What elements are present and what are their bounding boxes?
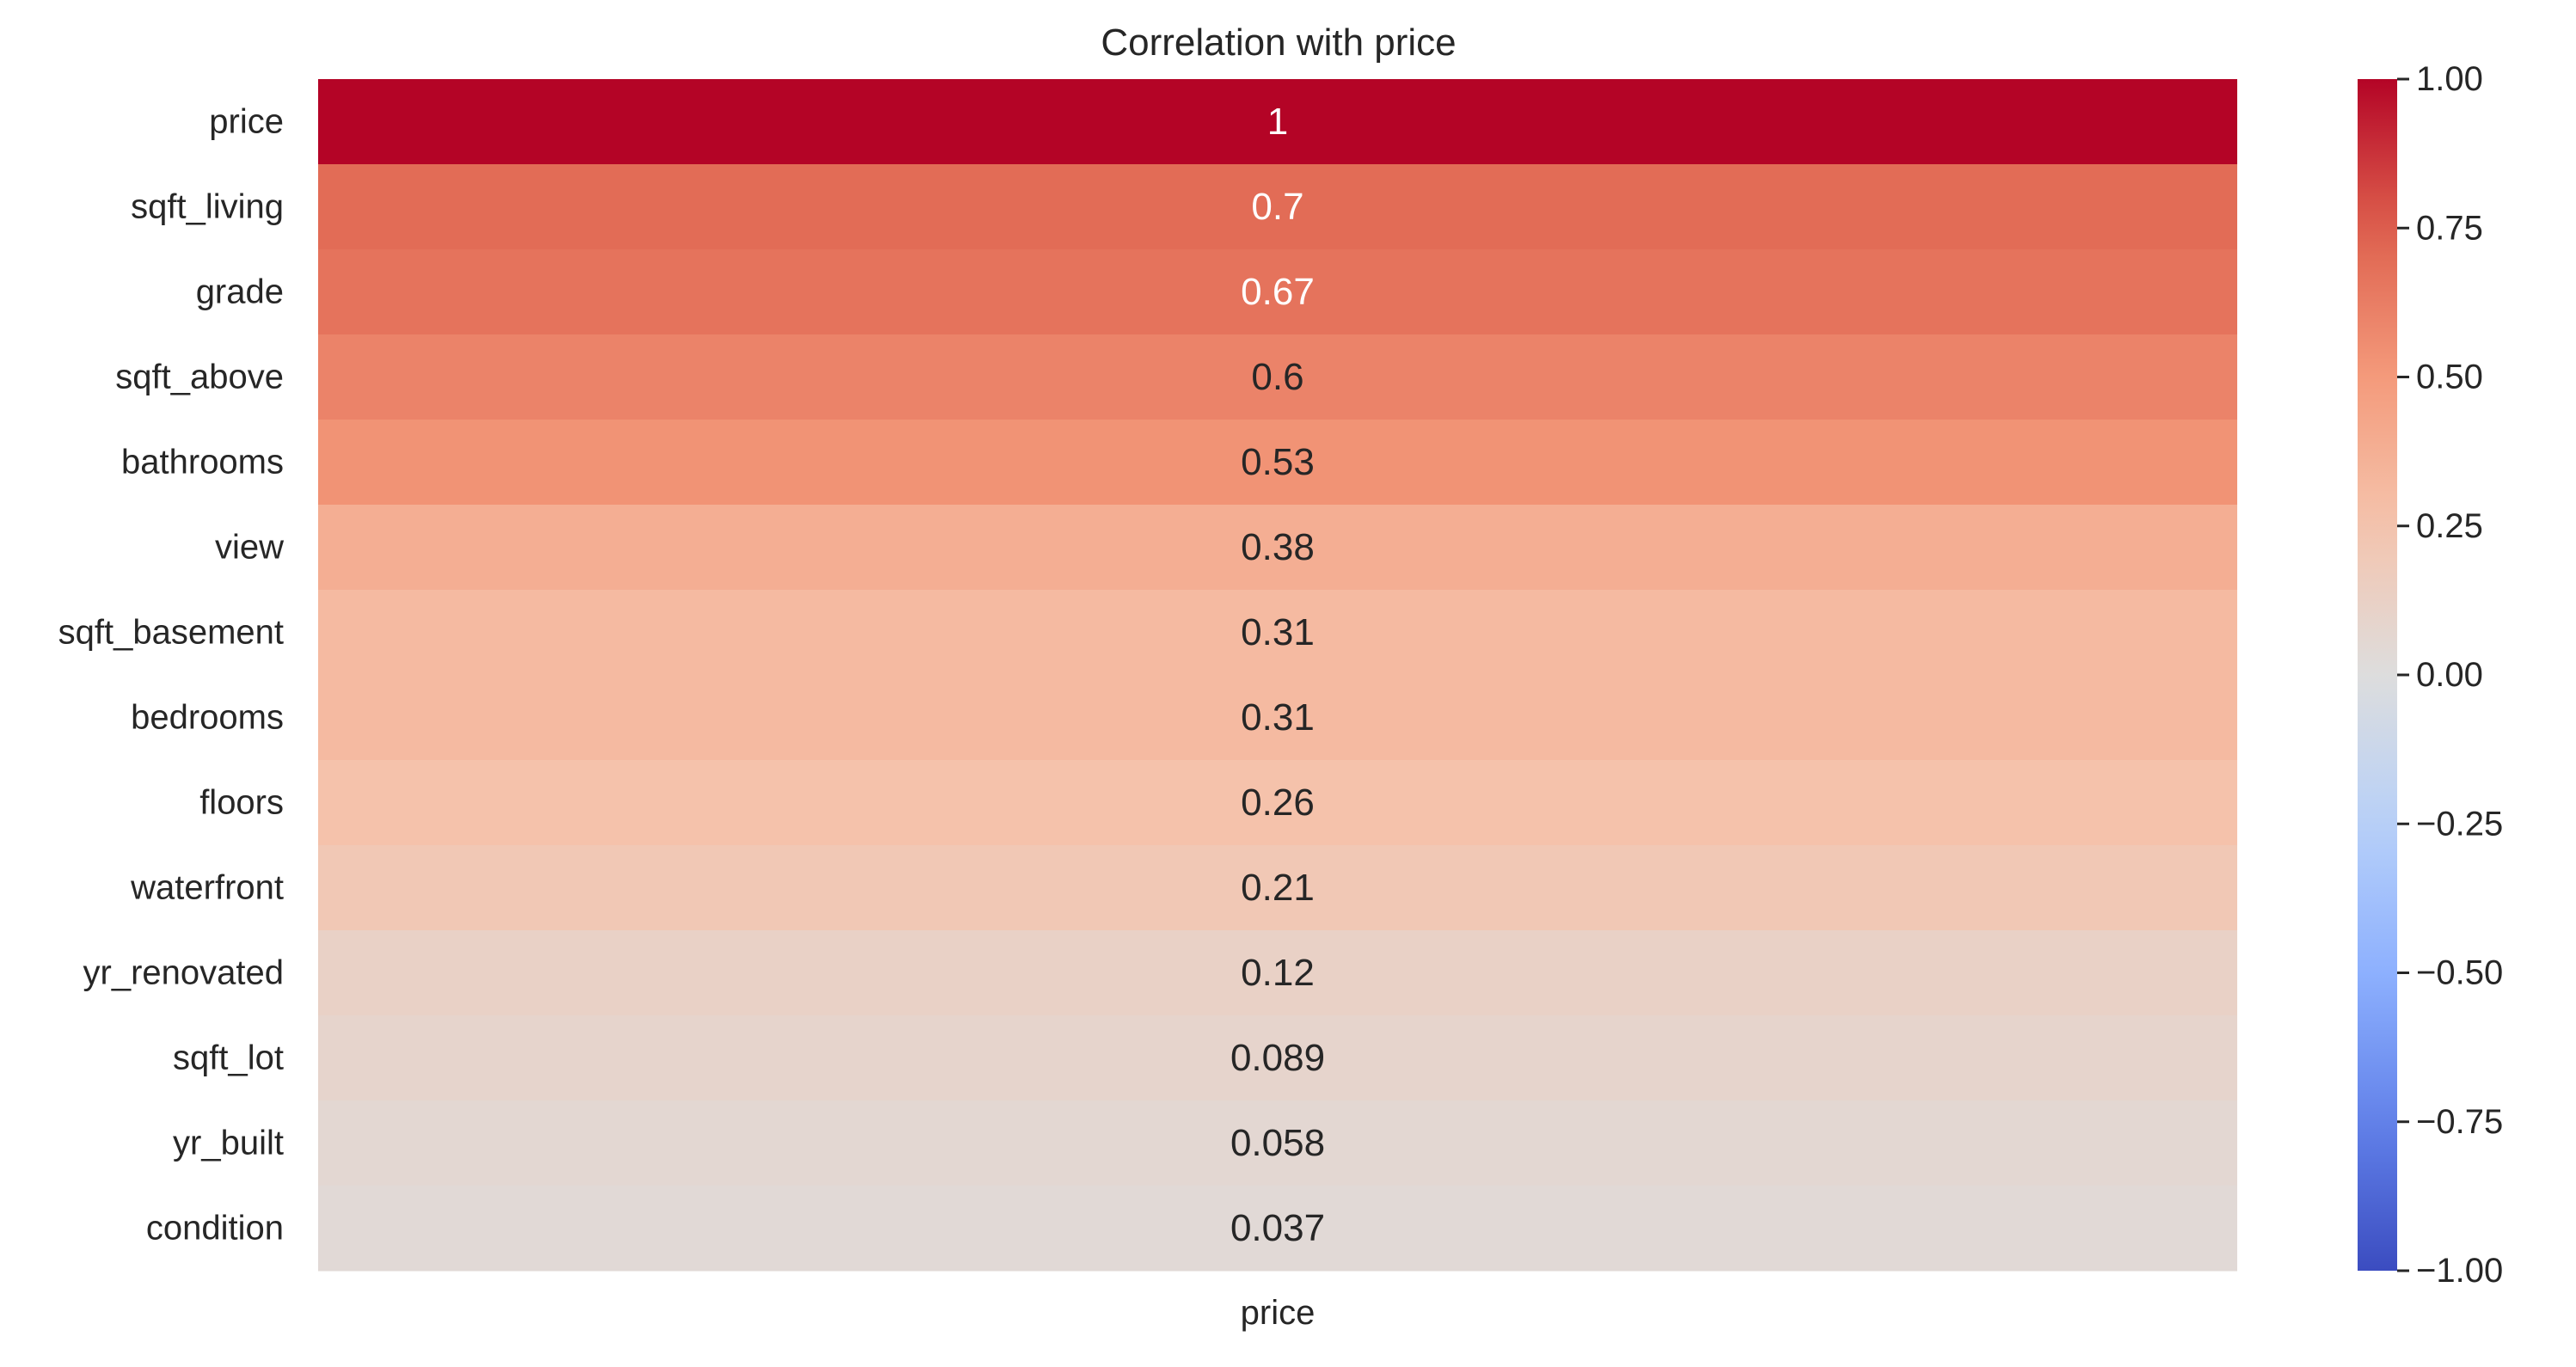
heatmap-cell-waterfront (318, 845, 2237, 931)
y-tick-label-view: view (215, 529, 284, 567)
cell-annotation-sqft-living: 0.7 (1251, 186, 1303, 228)
y-tick-label-bathrooms: bathrooms (121, 444, 284, 481)
x-tick-label-price: price (1241, 1294, 1316, 1332)
heatmap-cell-grade (318, 249, 2237, 335)
heatmap-cell-yr-renovated (318, 930, 2237, 1016)
colorbar-tick-label: −1.00 (2416, 1252, 2503, 1290)
cell-annotation-sqft-above: 0.6 (1251, 356, 1303, 398)
cell-annotation-waterfront: 0.21 (1241, 867, 1315, 909)
heatmap-cell-condition (318, 1186, 2237, 1272)
cell-annotation-price: 1 (1267, 101, 1288, 143)
colorbar-tick-label: −0.50 (2416, 954, 2503, 992)
cell-annotation-bedrooms: 0.31 (1241, 696, 1315, 739)
y-tick-label-condition: condition (146, 1210, 284, 1247)
y-tick-label-sqft-living: sqft_living (131, 188, 284, 226)
heatmap-cell-floors (318, 760, 2237, 846)
y-tick-label-bedrooms: bedrooms (131, 699, 284, 737)
heatmap-cell-view (318, 505, 2237, 591)
colorbar: 1.00 0.75 0.50 0.25 0.00 −0.25 −0.50 −0.75 −1.00 (2358, 60, 2503, 1290)
cell-annotation-sqft-basement: 0.31 (1241, 611, 1315, 653)
y-tick-label-floors: floors (199, 784, 284, 822)
y-tick-label-waterfront: waterfront (130, 869, 284, 907)
colorbar-tick-label: −0.25 (2416, 805, 2503, 843)
colorbar-tick-label: 0.75 (2416, 209, 2483, 247)
cell-annotation-grade: 0.67 (1241, 271, 1315, 313)
colorbar-tick-label: 1.00 (2416, 60, 2483, 98)
heatmap-cell-bedrooms (318, 675, 2237, 761)
x-axis-labels: price (1241, 1294, 1316, 1332)
y-tick-label-yr-renovated: yr_renovated (83, 954, 284, 992)
colorbar-gradient (2358, 79, 2397, 1271)
heatmap-cell-price (318, 79, 2237, 165)
y-tick-label-sqft-above: sqft_above (115, 359, 284, 396)
colorbar-tick-label: 0.00 (2416, 656, 2483, 694)
y-tick-label-sqft-lot: sqft_lot (173, 1039, 284, 1077)
heatmap-cell-sqft-lot (318, 1015, 2237, 1101)
cell-annotation-sqft-lot: 0.089 (1230, 1037, 1325, 1079)
y-tick-label-grade: grade (196, 273, 284, 311)
cell-annotation-yr-renovated: 0.12 (1241, 952, 1315, 994)
colorbar-tick-label: 0.50 (2416, 359, 2483, 396)
cell-annotation-floors: 0.26 (1241, 782, 1315, 824)
cell-annotation-view: 0.38 (1241, 526, 1315, 568)
heatmap-cell-sqft-above (318, 334, 2237, 420)
colorbar-tick-label: 0.25 (2416, 507, 2483, 545)
chart-title: Correlation with price (1101, 21, 1456, 64)
cell-annotation-condition: 0.037 (1230, 1207, 1325, 1249)
cell-annotation-bathrooms: 0.53 (1241, 441, 1315, 483)
y-tick-label-sqft-basement: sqft_basement (58, 614, 284, 652)
heatmap-cells: 1 0.7 0.67 0.6 0.53 0.38 0.31 0.31 0.26 0.21 0.12 0… (318, 79, 2237, 1272)
heatmap-cell-bathrooms (318, 420, 2237, 506)
colorbar-tick-label: −0.75 (2416, 1103, 2503, 1141)
y-tick-label-price: price (209, 103, 284, 141)
heatmap-cell-sqft-living (318, 164, 2237, 250)
heatmap-cell-yr-built (318, 1100, 2237, 1186)
y-tick-label-yr-built: yr_built (173, 1125, 284, 1162)
cell-annotation-yr-built: 0.058 (1230, 1122, 1325, 1164)
heatmap-cell-sqft-basement (318, 590, 2237, 676)
